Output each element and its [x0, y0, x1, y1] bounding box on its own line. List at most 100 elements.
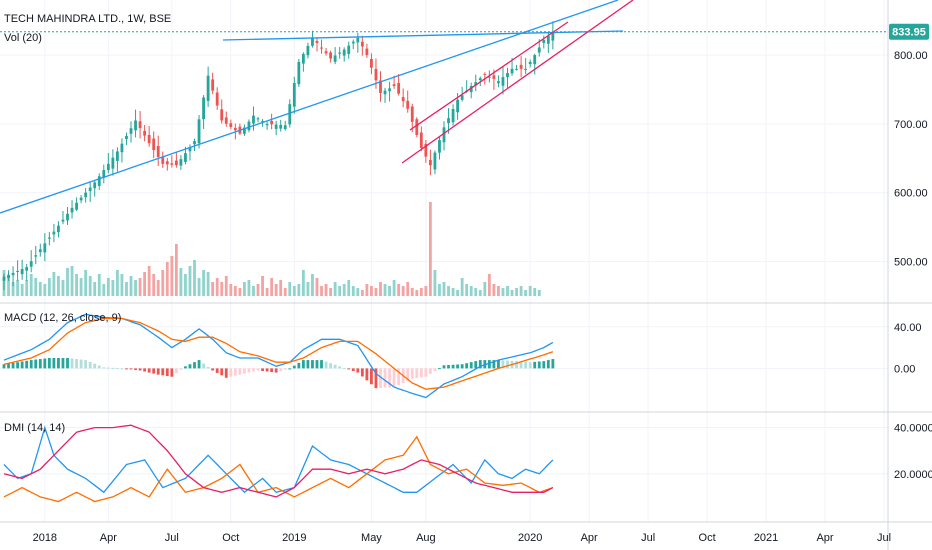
volume-bar	[57, 276, 60, 296]
candle-body	[174, 160, 178, 166]
volume-bar	[460, 278, 464, 296]
candle-body	[292, 83, 296, 107]
candle-body	[220, 109, 224, 121]
macd-histogram-bar	[342, 367, 346, 369]
macd-histogram-bar	[306, 360, 310, 369]
macd-histogram-bar	[84, 360, 88, 369]
macd-histogram-bar	[442, 365, 446, 369]
candle-body	[497, 81, 500, 84]
volume-bar	[129, 276, 133, 296]
candle-body	[451, 108, 455, 123]
candle-body	[247, 121, 251, 131]
volume-bar	[483, 282, 487, 296]
volume-bar	[524, 290, 528, 296]
macd-histogram-bar	[47, 358, 51, 369]
macd-histogram-bar	[460, 364, 464, 369]
last-price-badge: 833.95	[889, 23, 929, 40]
candle-body	[47, 237, 51, 239]
volume-bar	[233, 286, 237, 296]
volume-bar	[25, 280, 29, 296]
macd-histogram-bar	[283, 368, 287, 370]
macd-histogram-bar	[220, 368, 224, 376]
candle-body	[170, 163, 174, 165]
volume-bar	[161, 270, 165, 296]
candle-body	[528, 61, 532, 65]
candle-body	[184, 153, 187, 162]
candle-body	[188, 147, 192, 152]
volume-bar	[528, 286, 532, 296]
macd-histogram-bar	[143, 368, 147, 372]
signal-line	[3, 317, 554, 390]
chart-grid	[0, 0, 888, 522]
macd-histogram-bar	[424, 368, 428, 377]
di-minus-line	[3, 435, 554, 503]
volume-bar	[270, 278, 274, 296]
candlestick-series	[2, 21, 555, 291]
volume-bar	[351, 286, 355, 296]
volume-bar	[229, 284, 233, 296]
candle-body	[537, 47, 541, 53]
volume-bar	[138, 278, 142, 296]
volume-bar	[433, 270, 437, 296]
trendline-channel-lower[interactable]	[401, 0, 634, 164]
volume-bar	[156, 280, 160, 296]
candle-body	[478, 78, 482, 81]
macd-histogram-bar	[324, 361, 328, 369]
candle-body	[338, 52, 342, 54]
macd-histogram-bar	[379, 368, 382, 388]
trendlines[interactable]	[0, 0, 634, 214]
time-tick-label: Oct	[699, 532, 716, 544]
candle-body	[211, 79, 215, 91]
volume-bar	[501, 288, 505, 296]
candle-body	[129, 128, 133, 134]
macd-histogram-bar	[351, 368, 355, 371]
macd-histogram-bar	[297, 362, 301, 369]
price-pane[interactable]: TECH MAHINDRA LTD., 1W, BSE Vol (20)	[0, 0, 888, 296]
volume-bar	[147, 266, 151, 296]
macd-histogram-bar	[415, 368, 419, 379]
candle-body	[546, 35, 550, 44]
macd-histogram-bar	[338, 366, 342, 369]
volume-bar	[220, 282, 224, 296]
macd-histogram-bar	[34, 359, 38, 369]
volume-bar	[93, 282, 97, 296]
volume-bar	[365, 284, 369, 296]
macd-histogram-bar	[265, 368, 269, 372]
macd-histogram-bar	[301, 360, 305, 369]
volume-bar	[347, 280, 351, 296]
candle-body	[11, 272, 15, 276]
macd-line	[3, 313, 554, 399]
macd-histogram-bar	[120, 368, 124, 370]
candle-body	[315, 41, 319, 44]
time-tick-label: 2018	[33, 532, 57, 544]
macd-histogram-bar	[279, 368, 283, 372]
macd-histogram-bar	[537, 361, 541, 369]
trendline-channel-upper[interactable]	[409, 21, 569, 131]
volume-bar	[256, 284, 260, 296]
trendline-horizontal-resistance[interactable]	[222, 30, 624, 41]
time-axis[interactable]: 2018 Apr Jul Oct 2019 May Aug 2020 Apr Jul Oct 2021…	[33, 532, 891, 544]
macd-histogram-bar	[311, 360, 314, 369]
price-axis[interactable]: 500.00 600.00 700.00 800.00 0.00 40.00 20.0000…	[894, 50, 932, 481]
price-tick-label: 600.00	[894, 188, 928, 200]
volume-bar	[152, 274, 156, 296]
macd-histogram-bar	[106, 367, 110, 369]
volume-bar	[206, 272, 210, 296]
dmi-pane[interactable]: DMI (14, 14)	[3, 422, 554, 503]
macd-histogram-bar	[147, 368, 151, 373]
candle-body	[115, 151, 119, 161]
candle-body	[2, 276, 6, 281]
candle-body	[510, 68, 514, 74]
trendline-rising-support[interactable]	[0, 0, 619, 214]
volume-bar	[43, 284, 47, 296]
macd-pane[interactable]: MACD (12, 26, close, 9)	[2, 312, 555, 399]
candle-body	[138, 121, 142, 129]
candle-body	[261, 121, 264, 123]
volume-bar	[238, 288, 242, 296]
candle-body	[356, 37, 360, 43]
volume-bar	[478, 290, 482, 296]
volume-bar	[447, 286, 450, 296]
volume-bar	[370, 286, 373, 296]
time-tick-label: 2021	[754, 532, 778, 544]
